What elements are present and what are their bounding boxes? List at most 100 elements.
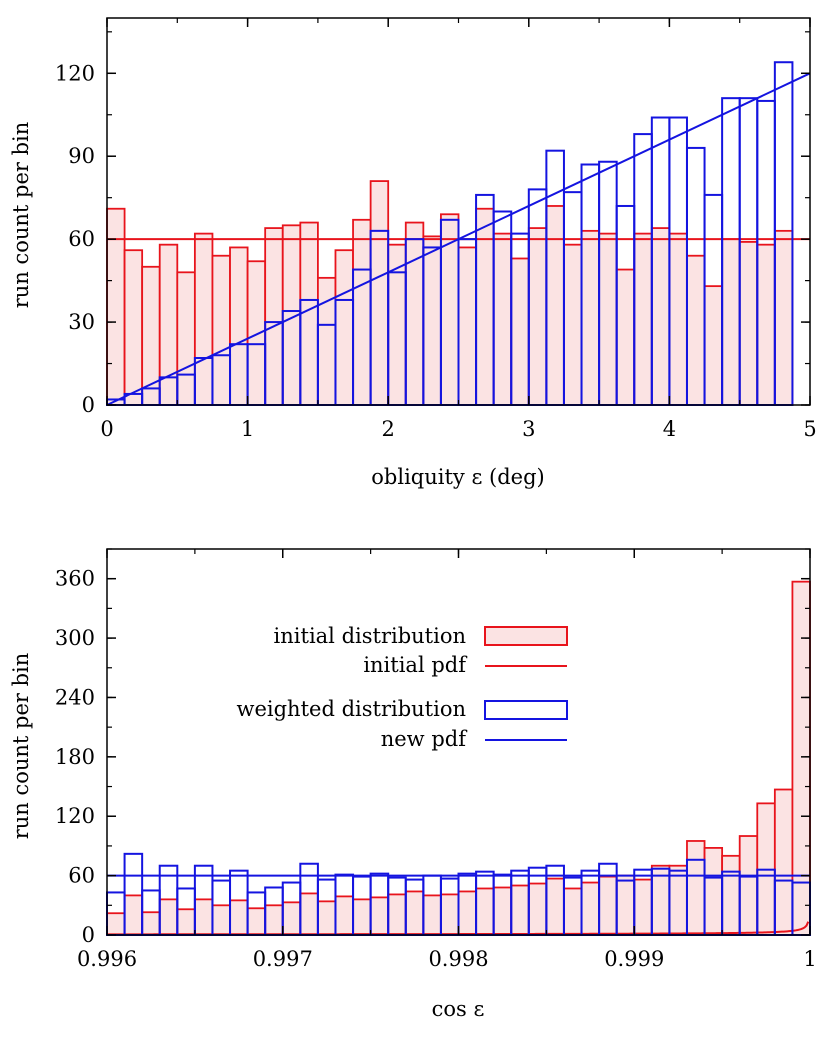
top-y-tick-label: 90 <box>68 144 95 168</box>
top-initial-bar <box>299 221 319 406</box>
bottom-x-axis-label: cos ε <box>432 997 485 1021</box>
top-initial-bar <box>246 260 267 406</box>
bottom-axes: 0.996 0.997 0.998 0.999 1 0 60 120 180 240 300 360 <box>55 548 817 971</box>
top-initial-bar <box>211 254 231 406</box>
top-plot-area <box>106 61 811 407</box>
bottom-initial-bar <box>369 896 390 936</box>
bottom-y-tick-label: 180 <box>55 745 95 769</box>
bottom-initial-bar <box>264 904 284 936</box>
top-y-tick-label: 60 <box>68 227 95 251</box>
bottom-initial-bar <box>299 892 319 936</box>
top-initial-bar <box>527 227 548 406</box>
top-initial-bar <box>563 243 583 406</box>
top-initial-bar <box>369 180 390 406</box>
bottom-initial-bar <box>703 847 724 936</box>
bottom-x-tick-label: 0.998 <box>428 947 488 971</box>
legend-swatch-weighted-distribution <box>484 700 568 720</box>
top-initial-bar <box>598 232 618 406</box>
bottom-initial-bar <box>545 877 565 936</box>
bottom-y-tick-label: 360 <box>55 567 95 591</box>
bottom-initial-bar <box>721 854 741 936</box>
top-initial-bar <box>668 232 688 406</box>
bottom-initial-bar <box>580 881 601 936</box>
bottom-initial-bar <box>334 895 354 936</box>
top-x-tick-label: 1 <box>241 417 254 441</box>
bottom-initial-bar <box>773 788 794 936</box>
top-y-tick-label: 120 <box>55 61 95 85</box>
bottom-y-tick-label: 60 <box>68 864 95 888</box>
top-x-tick-label: 4 <box>663 417 676 441</box>
bottom-initial-bar <box>527 882 548 936</box>
legend-label-new-pdf: new pdf <box>381 727 468 751</box>
bottom-chart-panel: 0.996 0.997 0.998 0.999 1060120180240300360 … <box>9 548 817 1021</box>
bottom-initial-bar <box>598 875 618 936</box>
top-x-tick-label: 2 <box>382 417 395 441</box>
top-chart-panel: 0 1 2 3 4 5 0 30 60 90 120 obliquity ε (deg) run c… <box>9 17 817 489</box>
bottom-y-tick-label: 300 <box>55 626 95 650</box>
top-initial-bar <box>633 232 653 406</box>
bottom-initial-bar <box>615 874 636 936</box>
bottom-y-tick-label: 0 <box>82 923 95 947</box>
bottom-initial-bar <box>633 878 653 936</box>
top-initial-bar <box>352 218 372 406</box>
bottom-initial-bar <box>510 884 530 936</box>
top-initial-bar <box>650 227 671 406</box>
top-initial-bar <box>510 257 530 406</box>
top-x-axis-label: obliquity ε (deg) <box>371 465 544 489</box>
bottom-initial-bar <box>158 898 179 936</box>
top-initial-bar <box>158 243 179 406</box>
top-y-tick-label: 30 <box>68 310 95 334</box>
bottom-initial-bar <box>211 904 231 936</box>
bottom-initial-bar <box>686 840 706 936</box>
bottom-initial-bar <box>563 887 583 936</box>
legend-label-initial-pdf: initial pdf <box>363 653 468 677</box>
top-initial-bar <box>686 254 706 406</box>
bottom-initial-bar <box>316 900 337 936</box>
bottom-x-tick-label: 0.999 <box>604 947 664 971</box>
top-initial-bar <box>229 246 249 406</box>
bottom-initial-bar <box>440 893 460 936</box>
legend: initial distribution initial pdf weighte… <box>237 624 568 751</box>
bottom-initial-bar <box>123 894 144 936</box>
bottom-y-tick-label: 120 <box>55 804 95 828</box>
top-initial-bar <box>193 232 214 406</box>
top-initial-bar <box>545 205 565 406</box>
bottom-initial-bar <box>422 894 442 936</box>
bottom-initial-bar <box>106 912 126 936</box>
bottom-plot-area <box>106 580 811 937</box>
bottom-x-tick-label: 1 <box>803 947 816 971</box>
top-initial-bar <box>457 246 477 406</box>
top-x-tick-label: 0 <box>100 417 113 441</box>
top-initial-bar <box>773 229 794 406</box>
top-initial-bar <box>422 235 442 406</box>
bottom-initial-bar <box>387 893 407 936</box>
bottom-initial-bar <box>229 899 249 936</box>
top-initial-bar <box>264 227 284 406</box>
top-initial-bar <box>615 268 636 406</box>
legend-label-weighted-distribution: weighted distribution <box>237 697 467 721</box>
top-initial-bar <box>738 241 759 406</box>
top-initial-bar <box>580 229 601 406</box>
top-initial-bar <box>703 285 724 406</box>
top-initial-bar <box>123 249 144 406</box>
top-x-tick-label: 3 <box>522 417 535 441</box>
bottom-initial-bar <box>281 901 302 936</box>
bottom-initial-bar <box>176 908 196 936</box>
top-initial-bar <box>756 243 776 406</box>
top-initial-bar <box>334 249 354 406</box>
top-y-tick-label: 0 <box>82 393 95 417</box>
legend-swatch-initial-distribution <box>484 626 568 646</box>
bottom-initial-bar <box>193 898 214 936</box>
top-initial-bar <box>404 221 425 406</box>
top-new-pdf-line <box>106 72 811 406</box>
top-y-axis-label: run count per bin <box>9 122 33 309</box>
bottom-initial-bar <box>141 911 161 936</box>
bottom-initial-bar <box>457 890 477 936</box>
bottom-x-tick-label: 0.997 <box>253 947 313 971</box>
bottom-initial-bar <box>492 886 513 936</box>
top-initial-bar <box>492 232 513 406</box>
bottom-y-axis-label: run count per bin <box>9 653 33 840</box>
bottom-initial-bar <box>738 835 759 936</box>
bottom-x-tick-label: 0.996 <box>77 947 137 971</box>
